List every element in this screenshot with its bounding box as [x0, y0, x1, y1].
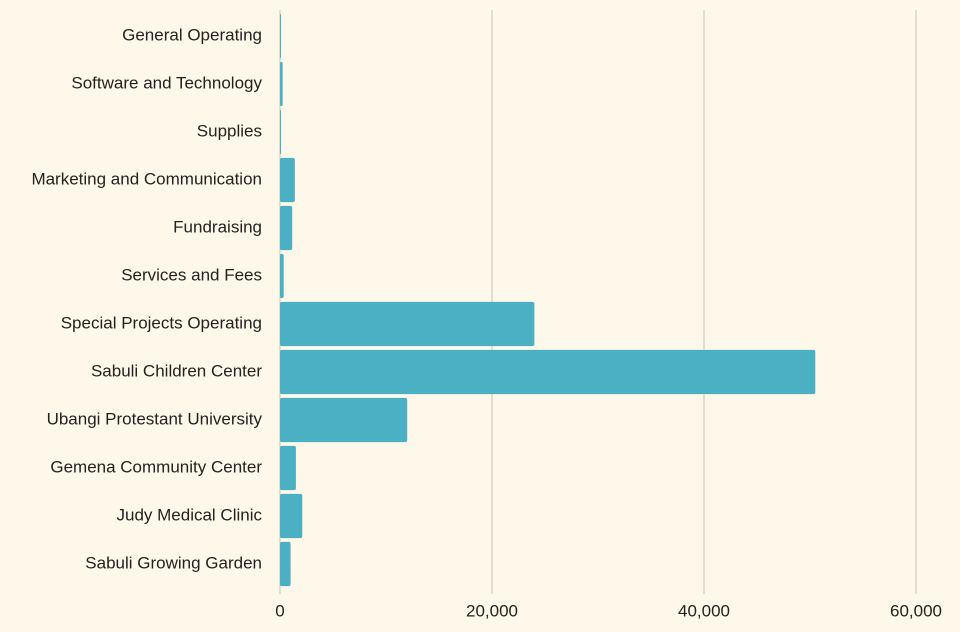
- y-tick-label: Gemena Community Center: [50, 457, 262, 476]
- x-tick-label: 60,000: [890, 601, 942, 620]
- y-tick-label: Fundraising: [173, 217, 262, 236]
- bar: [280, 541, 291, 587]
- y-tick-label: Sabuli Growing Garden: [85, 553, 262, 572]
- bar: [280, 493, 303, 539]
- bar: [280, 61, 283, 107]
- y-tick-label: Sabuli Children Center: [91, 361, 262, 380]
- y-tick-label: Software and Technology: [71, 73, 262, 92]
- bar: [280, 349, 816, 395]
- y-tick-label: Supplies: [197, 121, 262, 140]
- x-tick-label: 20,000: [466, 601, 518, 620]
- bar: [280, 109, 282, 155]
- y-tick-label: Judy Medical Clinic: [117, 505, 263, 524]
- bar: [280, 253, 284, 299]
- y-tick-label: General Operating: [122, 25, 262, 44]
- x-tick-label: 40,000: [678, 601, 730, 620]
- y-tick-label: Marketing and Communication: [31, 169, 262, 188]
- bar: [280, 157, 295, 203]
- bar: [280, 301, 535, 347]
- bar: [280, 13, 282, 59]
- y-tick-label: Ubangi Protestant University: [47, 409, 263, 428]
- bar: [280, 445, 296, 491]
- bar: [280, 205, 293, 251]
- y-tick-label: Special Projects Operating: [61, 313, 262, 332]
- bar: [280, 397, 408, 443]
- x-tick-label: 0: [275, 601, 284, 620]
- y-tick-label: Services and Fees: [121, 265, 262, 284]
